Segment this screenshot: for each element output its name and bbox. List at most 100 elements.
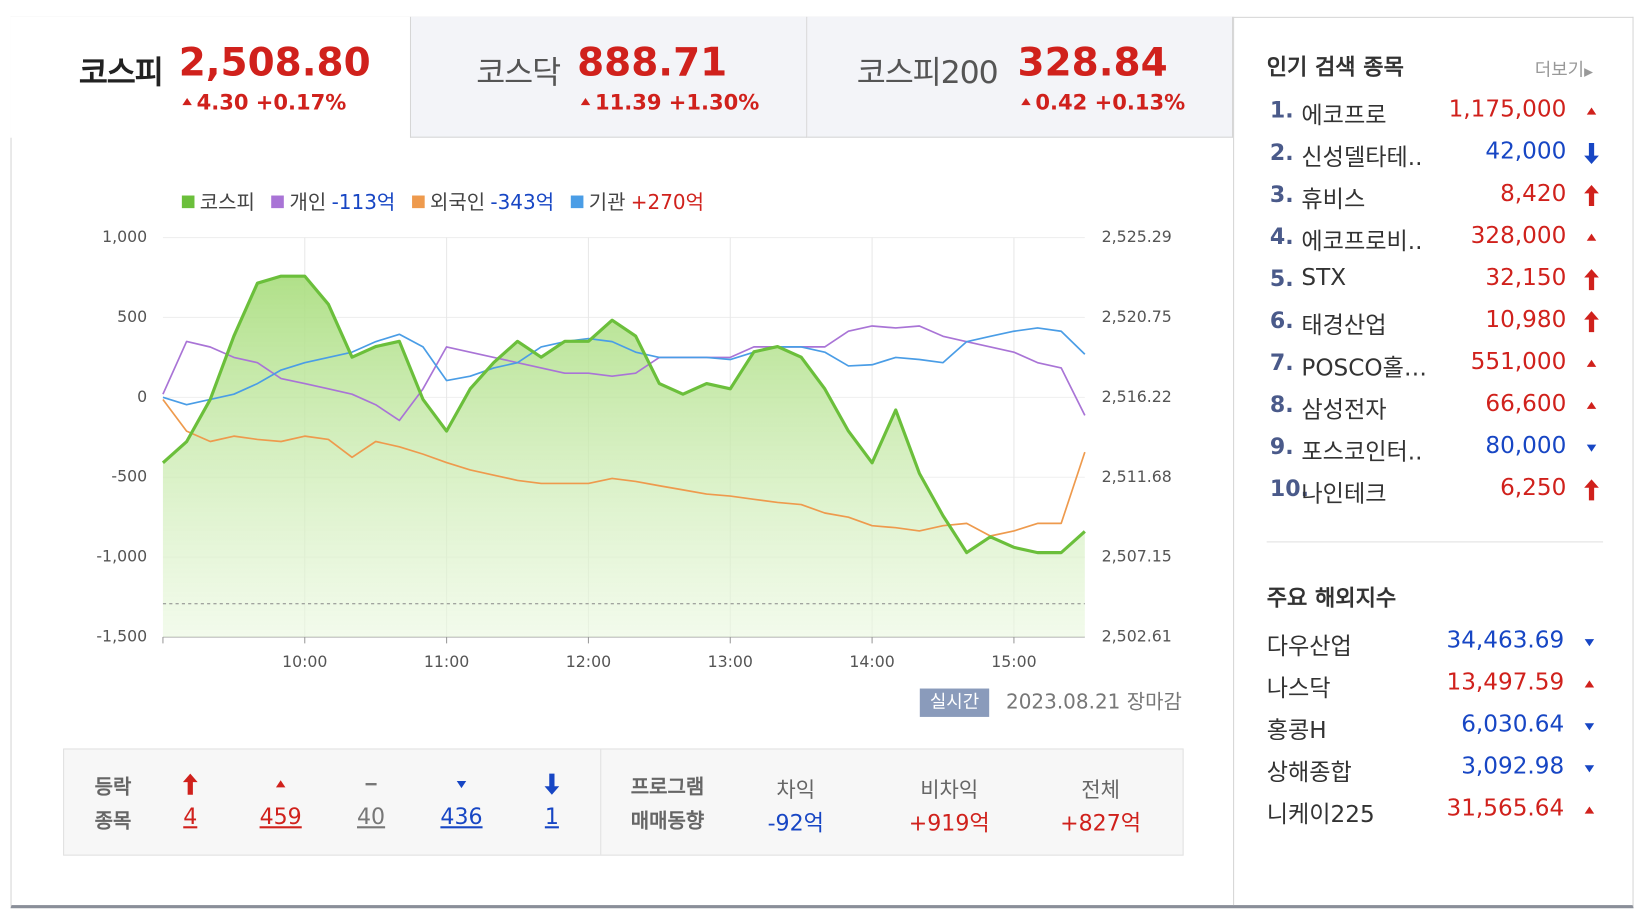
rate: +1.30% xyxy=(668,89,760,115)
breadth-count[interactable]: 40 xyxy=(357,804,386,830)
legend-name: 기관 xyxy=(588,191,626,215)
index-name[interactable]: 나스닥 xyxy=(1266,675,1331,703)
area xyxy=(162,276,1085,638)
rank: 10. xyxy=(1269,476,1309,502)
direction-icon xyxy=(1586,233,1597,241)
index-name[interactable]: 다우산업 xyxy=(1266,633,1352,661)
legend-swatch xyxy=(271,194,285,208)
direction-icon xyxy=(1584,185,1599,207)
tab[interactable] xyxy=(409,16,808,138)
more-text: 더보기 xyxy=(1534,59,1585,81)
legend-swatch xyxy=(181,194,195,208)
program-value: +919억 xyxy=(908,810,990,836)
legend-item: 코스피 xyxy=(181,187,255,215)
direction-icon xyxy=(1586,444,1597,452)
stock-name[interactable]: 삼성전자 xyxy=(1301,397,1387,424)
breadth-count[interactable]: 459 xyxy=(259,804,302,830)
index-name[interactable]: 홍콩H xyxy=(1266,717,1327,745)
index-value: 6,030.64 xyxy=(1461,711,1565,738)
stock-name[interactable]: 신성델타테.. xyxy=(1301,145,1423,172)
stock-price: 66,600 xyxy=(1485,391,1567,418)
direction-icon xyxy=(182,773,198,795)
index-value: 3,092.98 xyxy=(1461,753,1565,780)
more-link[interactable]: 더보기▶ xyxy=(1535,55,1593,81)
direction-icon xyxy=(1584,639,1595,647)
badge: 실시간 xyxy=(919,688,990,717)
stock-price: 8,420 xyxy=(1500,180,1567,208)
tab-name: 코스피 xyxy=(78,54,164,92)
tab-name: 코스피200 xyxy=(856,54,999,92)
breadth-count[interactable]: 1 xyxy=(544,804,559,830)
stock-price: 80,000 xyxy=(1485,433,1567,460)
index-value: 34,463.69 xyxy=(1446,627,1565,654)
stock-name[interactable]: POSCO홀… xyxy=(1301,355,1427,382)
program-value: +827억 xyxy=(1060,810,1142,836)
breadth-count[interactable]: 436 xyxy=(440,804,483,830)
legend-swatch xyxy=(570,194,584,208)
y-tick-label: 1,000 xyxy=(102,227,147,246)
x-tick-label: 12:00 xyxy=(566,652,611,671)
more-arrow: ▶ xyxy=(1584,65,1593,79)
state: 장마감 xyxy=(1126,690,1182,714)
tab-change: 11.39 +1.30% xyxy=(595,89,759,114)
divider xyxy=(600,749,602,855)
breadth-label: 등락 xyxy=(94,775,132,799)
stock-name[interactable]: 에코프로 xyxy=(1301,103,1387,130)
y-tick-label: -1,500 xyxy=(96,627,147,646)
y2-tick-label: 2,516.22 xyxy=(1102,387,1172,406)
stock-name[interactable]: STX xyxy=(1301,264,1347,292)
legend-name: 코스피 xyxy=(199,191,255,215)
legend-swatch xyxy=(412,194,425,208)
legend-value: -343억 xyxy=(490,191,555,215)
legend-name: 외국인 xyxy=(429,191,486,215)
stock-price: 1,175,000 xyxy=(1448,96,1567,123)
rank: 6. xyxy=(1269,308,1294,334)
y-tick-label: 500 xyxy=(117,307,147,326)
stock-name[interactable]: 태경산업 xyxy=(1301,313,1387,340)
stock-name[interactable]: 포스코인터.. xyxy=(1301,439,1423,466)
program-name: 차익 xyxy=(776,776,816,803)
tab[interactable] xyxy=(807,16,1234,138)
index-value: 31,565.64 xyxy=(1446,795,1565,823)
program-label: 매매동향 xyxy=(630,809,705,833)
chart: 1,000 500 0 -500 -1,000 -1,500 2,525.29 2,520.7… xyxy=(96,227,1172,671)
stock-name[interactable]: 나인테크 xyxy=(1301,481,1387,508)
rank: 7. xyxy=(1269,350,1294,376)
direction-icon xyxy=(1584,723,1595,731)
divider xyxy=(1233,16,1235,906)
world-title: 주요 해외지수 xyxy=(1266,585,1397,611)
breadth-count[interactable]: 4 xyxy=(183,804,198,830)
divider xyxy=(1266,541,1604,543)
rank: 3. xyxy=(1269,181,1294,208)
program-name: 전체 xyxy=(1081,776,1120,803)
index-name[interactable]: 상해종합 xyxy=(1266,760,1352,787)
stock-price: 42,000 xyxy=(1485,138,1567,166)
tab-active[interactable] xyxy=(10,16,410,138)
summary-panel xyxy=(63,748,1184,856)
direction-icon xyxy=(1584,680,1595,688)
legend-item: 기관 +270억 xyxy=(570,187,704,215)
tab-name: 코스닥 xyxy=(476,54,561,92)
direction-icon xyxy=(456,781,467,789)
tab-value: 888.71 xyxy=(577,39,728,86)
x-tick-label: 13:00 xyxy=(708,652,753,671)
index-name[interactable]: 니케이225 xyxy=(1266,802,1375,829)
stock-name[interactable]: 에코프로비.. xyxy=(1301,229,1423,256)
x-tick-label: 14:00 xyxy=(849,652,894,671)
rank: 5. xyxy=(1269,265,1294,292)
rank: 8. xyxy=(1269,392,1294,418)
date: 2023.08.21 xyxy=(1005,690,1121,714)
legend-item: 외국인 -343억 xyxy=(412,187,554,215)
y2-tick-label: 2,511.68 xyxy=(1102,467,1172,486)
legend: 코스피 개인 -113억 외국인 -343억 기관 +270억 xyxy=(181,187,704,215)
rank: 2. xyxy=(1269,139,1294,166)
x-tick-label: 10:00 xyxy=(282,652,327,671)
y2-tick-label: 2,520.75 xyxy=(1102,307,1172,326)
direction-icon xyxy=(1586,401,1597,409)
stock-name[interactable]: 휴비스 xyxy=(1301,187,1366,214)
direction-icon xyxy=(1584,311,1599,333)
y2-tick-label: 2,507.15 xyxy=(1102,547,1172,566)
line xyxy=(162,325,1086,422)
y2-tick-label: 2,525.29 xyxy=(1102,227,1172,246)
